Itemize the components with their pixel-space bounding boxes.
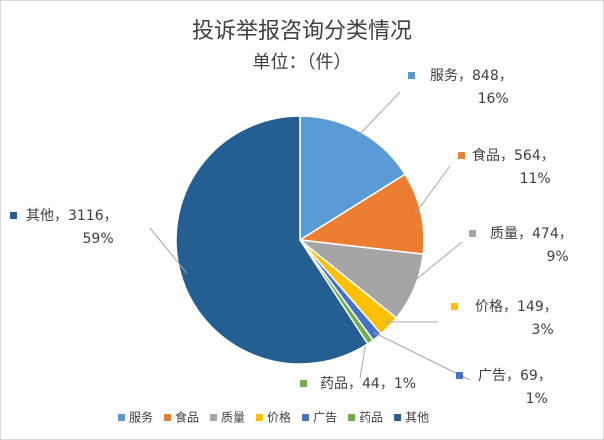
label-separator: ， [503, 299, 517, 315]
label-category: 食品 [472, 147, 500, 164]
label-marker [408, 72, 415, 79]
label-marker [10, 212, 17, 219]
pie-slice [299, 115, 407, 242]
legend-label: 广告 [313, 411, 337, 425]
leader-line [149, 227, 188, 274]
label-category: 服务 [430, 68, 458, 84]
legend-swatch [348, 414, 356, 421]
label-separator: ， [380, 376, 394, 392]
legend-label: 药品 [359, 411, 383, 425]
label-marker [469, 230, 476, 237]
label-separator: ， [499, 68, 513, 84]
label-percent: 9% [547, 249, 569, 265]
label-percent: 1% [394, 376, 416, 392]
legend-swatch [302, 414, 310, 421]
label-separator: ， [458, 68, 472, 84]
legend-label: 食品 [175, 410, 199, 425]
label-separator: ， [506, 368, 520, 384]
pie-slice [297, 173, 425, 256]
leader-line [373, 331, 471, 381]
data-label: 其他，3116， [26, 208, 118, 224]
data-label: 服务，848， [430, 68, 513, 84]
label-marker [456, 372, 463, 379]
data-label: 广告，69， [478, 368, 552, 384]
legend-swatch [394, 414, 402, 421]
label-separator: ， [541, 148, 555, 164]
label-category: 质量 [490, 226, 518, 242]
label-category: 价格 [475, 299, 503, 315]
legend-swatch [210, 414, 218, 421]
label-value: 564 [514, 148, 541, 164]
chart-title: 投诉举报咨询分类情况 [192, 19, 412, 44]
legend-label: 价格 [267, 410, 291, 425]
legend-swatch [256, 414, 264, 421]
label-marker [458, 152, 465, 159]
chart-subtitle: 单位：（件） [253, 52, 352, 73]
label-separator: ， [54, 208, 68, 224]
legend-swatch [164, 414, 172, 421]
label-percent: 3% [532, 322, 554, 338]
label-value: 3116 [68, 208, 104, 224]
label-category: 其他 [26, 208, 54, 224]
label-separator: ， [104, 208, 118, 224]
legend-swatch [118, 414, 125, 421]
label-separator: ， [559, 226, 573, 242]
label-category: 药品 [320, 376, 348, 392]
legend-label: 其他 [405, 411, 429, 425]
label-category: 广告 [478, 368, 506, 384]
label-percent: 1% [526, 391, 548, 407]
label-value: 69 [520, 368, 538, 384]
label-percent: 59% [83, 231, 114, 247]
label-separator: ， [544, 299, 558, 315]
label-marker [451, 303, 458, 310]
label-value: 474 [532, 226, 559, 242]
label-value: 44 [362, 376, 380, 392]
data-label: 价格，149， [475, 299, 558, 315]
leader-line [408, 241, 463, 286]
data-label: 食品，564， [472, 147, 555, 164]
pie-slice [175, 115, 369, 365]
label-separator: ， [518, 226, 532, 242]
label-marker [300, 380, 307, 387]
label-separator: ， [500, 148, 514, 164]
data-label: 药品，44，1% [320, 376, 416, 392]
label-value: 149 [517, 299, 544, 315]
legend-label: 质量 [221, 411, 245, 425]
leader-line [414, 165, 451, 215]
label-separator: ， [348, 376, 362, 392]
data-label: 质量，474， [490, 226, 573, 242]
label-percent: 11% [520, 171, 551, 187]
label-separator: ， [538, 368, 552, 384]
legend-label: 服务 [129, 410, 153, 425]
label-value: 848 [472, 68, 499, 84]
label-percent: 16% [478, 91, 509, 107]
leader-line [356, 91, 401, 138]
